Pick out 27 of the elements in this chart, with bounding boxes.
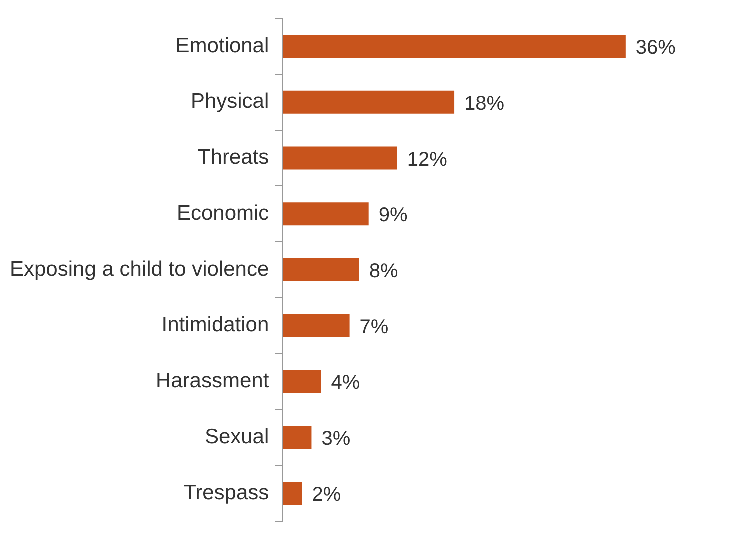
bar (283, 314, 350, 338)
y-tick-label: Threats (198, 146, 270, 170)
bar (283, 482, 302, 505)
data-label: 8% (369, 260, 398, 283)
bar (283, 90, 455, 114)
y-tick-label: Sexual (204, 425, 270, 448)
y-tick-label: Physical (190, 90, 270, 114)
bar (283, 146, 398, 170)
bar (283, 426, 312, 450)
bar (283, 370, 322, 394)
data-label: 3% (322, 428, 351, 450)
data-label: 36% (636, 37, 676, 60)
data-label: 7% (360, 316, 389, 338)
y-tick-label: Emotional (176, 34, 270, 58)
data-label: 18% (464, 92, 505, 115)
y-tick-label: Harassment (156, 370, 270, 393)
data-label: 9% (378, 204, 408, 227)
y-tick-label: Intimidation (162, 314, 270, 337)
y-tick-label: Economic (176, 202, 270, 225)
y-tick-label: Trespass (184, 481, 270, 504)
bar (283, 258, 360, 282)
bar (283, 35, 626, 58)
data-label: 12% (407, 148, 448, 171)
y-tick-label: Exposing a child to violence (10, 258, 270, 281)
data-label: 2% (312, 484, 342, 506)
data-label: 4% (331, 372, 360, 394)
bar (283, 202, 369, 226)
